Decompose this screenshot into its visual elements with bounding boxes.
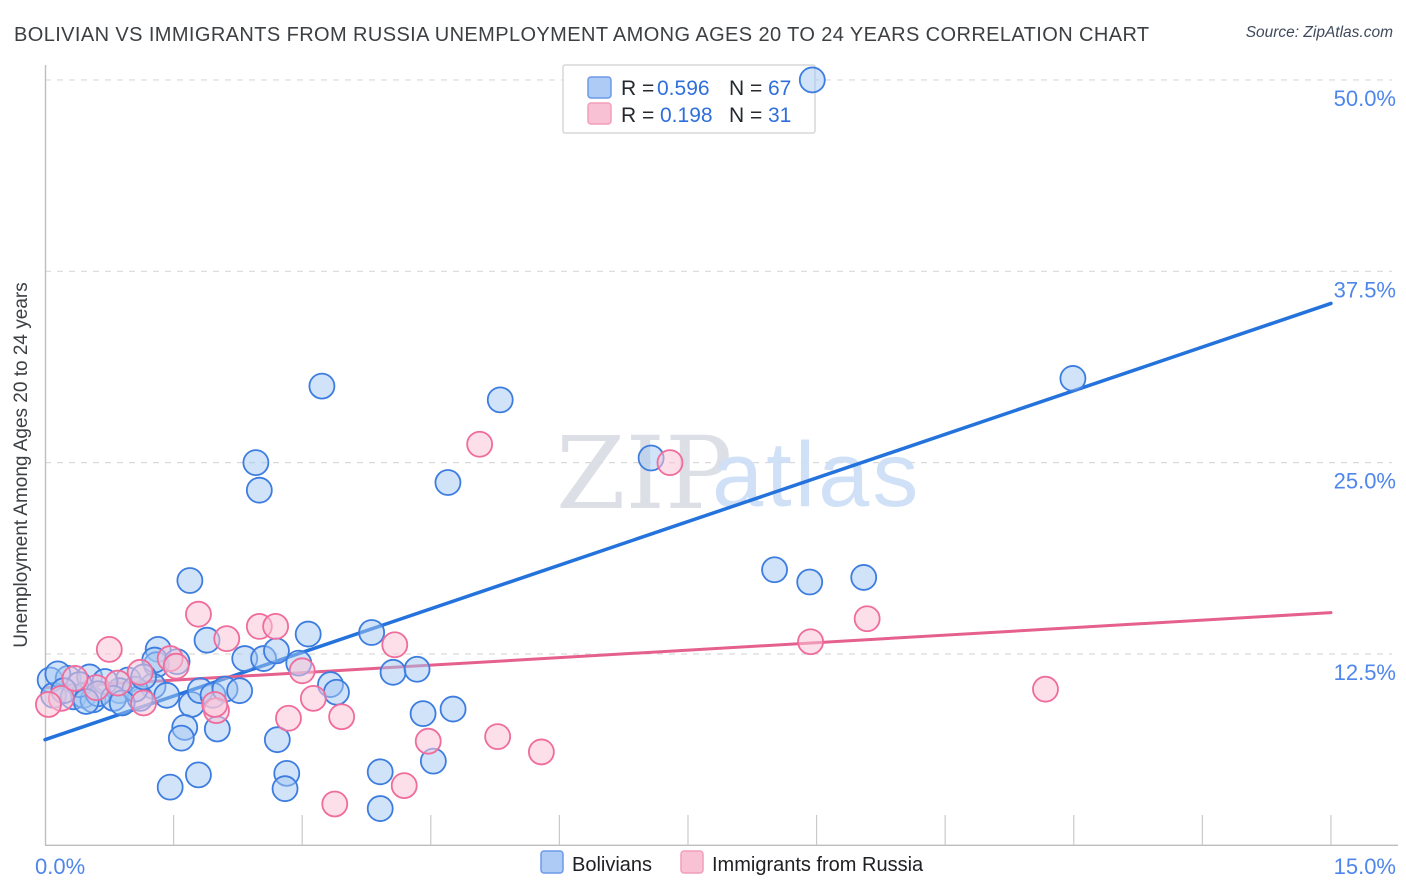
data-point-immigrants-from-russia[interactable] (797, 628, 824, 656)
data-point-immigrants-from-russia[interactable] (484, 723, 512, 751)
data-point-immigrants-from-russia[interactable] (288, 657, 316, 685)
n-label-russia: N = (729, 104, 762, 127)
trendline-immigrants-from-russia (43, 611, 1333, 690)
r-label-bolivians: R = (621, 77, 654, 100)
y-tick-label-25: 25.0% (1334, 469, 1396, 494)
data-points (35, 66, 1087, 822)
data-point-bolivians[interactable] (167, 724, 195, 752)
data-point-immigrants-from-russia[interactable] (527, 738, 555, 766)
data-point-bolivians[interactable] (850, 564, 878, 591)
data-point-bolivians[interactable] (242, 449, 270, 477)
data-point-bolivians[interactable] (409, 700, 437, 728)
y-tick-label-50: 50.0% (1334, 86, 1396, 111)
data-point-immigrants-from-russia[interactable] (853, 605, 881, 633)
data-point-immigrants-from-russia[interactable] (299, 684, 327, 712)
y-tick-label-12.5: 12.5% (1334, 660, 1396, 685)
r-label-russia: R = (621, 104, 654, 127)
page-title: BOLIVIAN VS IMMIGRANTS FROM RUSSIA UNEMP… (14, 24, 1150, 46)
data-point-immigrants-from-russia[interactable] (275, 704, 302, 732)
data-point-immigrants-from-russia[interactable] (390, 772, 418, 800)
y-axis-title: Unemployment Among Ages 20 to 24 years (11, 282, 32, 647)
x-axis-max-label: 15.0% (1334, 854, 1396, 879)
data-point-bolivians[interactable] (263, 726, 291, 754)
data-point-bolivians[interactable] (245, 476, 273, 504)
data-point-bolivians[interactable] (156, 773, 184, 801)
russia-swatch-icon (587, 102, 612, 125)
data-point-immigrants-from-russia[interactable] (104, 669, 132, 697)
r-value-bolivians: 0.596 (657, 77, 710, 100)
r-value-russia: 0.198 (660, 104, 713, 127)
data-point-bolivians[interactable] (323, 678, 350, 706)
data-point-immigrants-from-russia[interactable] (321, 790, 349, 818)
data-point-bolivians[interactable] (366, 758, 394, 786)
x-axis-min-label: 0.0% (35, 854, 85, 879)
data-point-bolivians[interactable] (439, 695, 467, 723)
trendline-bolivians (43, 301, 1333, 742)
n-value-russia: 31 (768, 104, 791, 127)
russia-legend-swatch-icon (680, 850, 704, 874)
data-point-bolivians[interactable] (153, 681, 181, 709)
watermark-atlas-text: atlas (712, 424, 921, 526)
russia-legend-label: Immigrants from Russia (712, 854, 924, 876)
data-point-bolivians[interactable] (294, 620, 322, 648)
source-text: Source: ZipAtlas.com (1246, 24, 1393, 41)
data-point-immigrants-from-russia[interactable] (185, 600, 212, 628)
data-point-immigrants-from-russia[interactable] (201, 691, 229, 718)
legend-item-bolivians[interactable]: Bolivians (540, 850, 652, 876)
gridlines (45, 79, 1392, 655)
y-tick-label-37.5: 37.5% (1334, 277, 1396, 302)
data-point-bolivians[interactable] (379, 658, 407, 686)
legend-item-immigrants-from-russia[interactable]: Immigrants from Russia (680, 850, 924, 876)
data-point-bolivians[interactable] (761, 556, 788, 584)
data-point-bolivians[interactable] (1059, 365, 1087, 392)
data-point-immigrants-from-russia[interactable] (61, 665, 89, 692)
n-value-bolivians: 67 (768, 77, 791, 100)
data-point-immigrants-from-russia[interactable] (381, 631, 409, 659)
data-point-immigrants-from-russia[interactable] (1032, 675, 1059, 703)
data-point-bolivians[interactable] (308, 372, 336, 400)
data-point-immigrants-from-russia[interactable] (466, 430, 494, 458)
data-point-bolivians[interactable] (185, 761, 212, 789)
data-point-bolivians[interactable] (271, 775, 299, 803)
bolivians-legend-label: Bolivians (572, 854, 652, 876)
watermark-zip-text: ZIP (556, 415, 732, 532)
data-point-immigrants-from-russia[interactable] (262, 613, 290, 640)
zipatlas-watermark: ZIP atlas (556, 415, 921, 532)
data-point-immigrants-from-russia[interactable] (126, 658, 154, 686)
trendlines (43, 301, 1333, 742)
data-point-bolivians[interactable] (796, 568, 824, 596)
data-point-bolivians[interactable] (358, 619, 386, 646)
stats-legend-box: R = 0.596 N = 67 R = 0.198 N = 31 (562, 64, 816, 134)
bolivians-legend-swatch-icon (540, 850, 564, 874)
data-point-bolivians[interactable] (798, 66, 826, 94)
x-axis-ticks (172, 815, 1332, 846)
data-point-bolivians[interactable] (176, 567, 204, 594)
data-point-immigrants-from-russia[interactable] (328, 703, 356, 731)
data-point-immigrants-from-russia[interactable] (213, 625, 241, 653)
data-point-immigrants-from-russia[interactable] (95, 635, 123, 663)
data-point-bolivians[interactable] (434, 469, 462, 496)
bolivians-swatch-icon (587, 76, 612, 99)
data-point-immigrants-from-russia[interactable] (656, 449, 684, 477)
data-point-immigrants-from-russia[interactable] (414, 727, 442, 755)
data-point-bolivians[interactable] (366, 795, 394, 822)
data-point-bolivians[interactable] (226, 677, 254, 705)
data-point-immigrants-from-russia[interactable] (130, 689, 157, 717)
data-point-bolivians[interactable] (403, 655, 431, 683)
stats-legend-background (562, 64, 816, 134)
n-label-bolivians: N = (729, 77, 762, 100)
data-point-immigrants-from-russia[interactable] (162, 652, 190, 680)
data-point-immigrants-from-russia[interactable] (35, 691, 62, 718)
data-point-bolivians[interactable] (263, 637, 290, 665)
y-axis-labels: 12.5% 25.0% 37.5% 50.0% (1334, 86, 1396, 685)
data-point-bolivians[interactable] (486, 386, 514, 414)
